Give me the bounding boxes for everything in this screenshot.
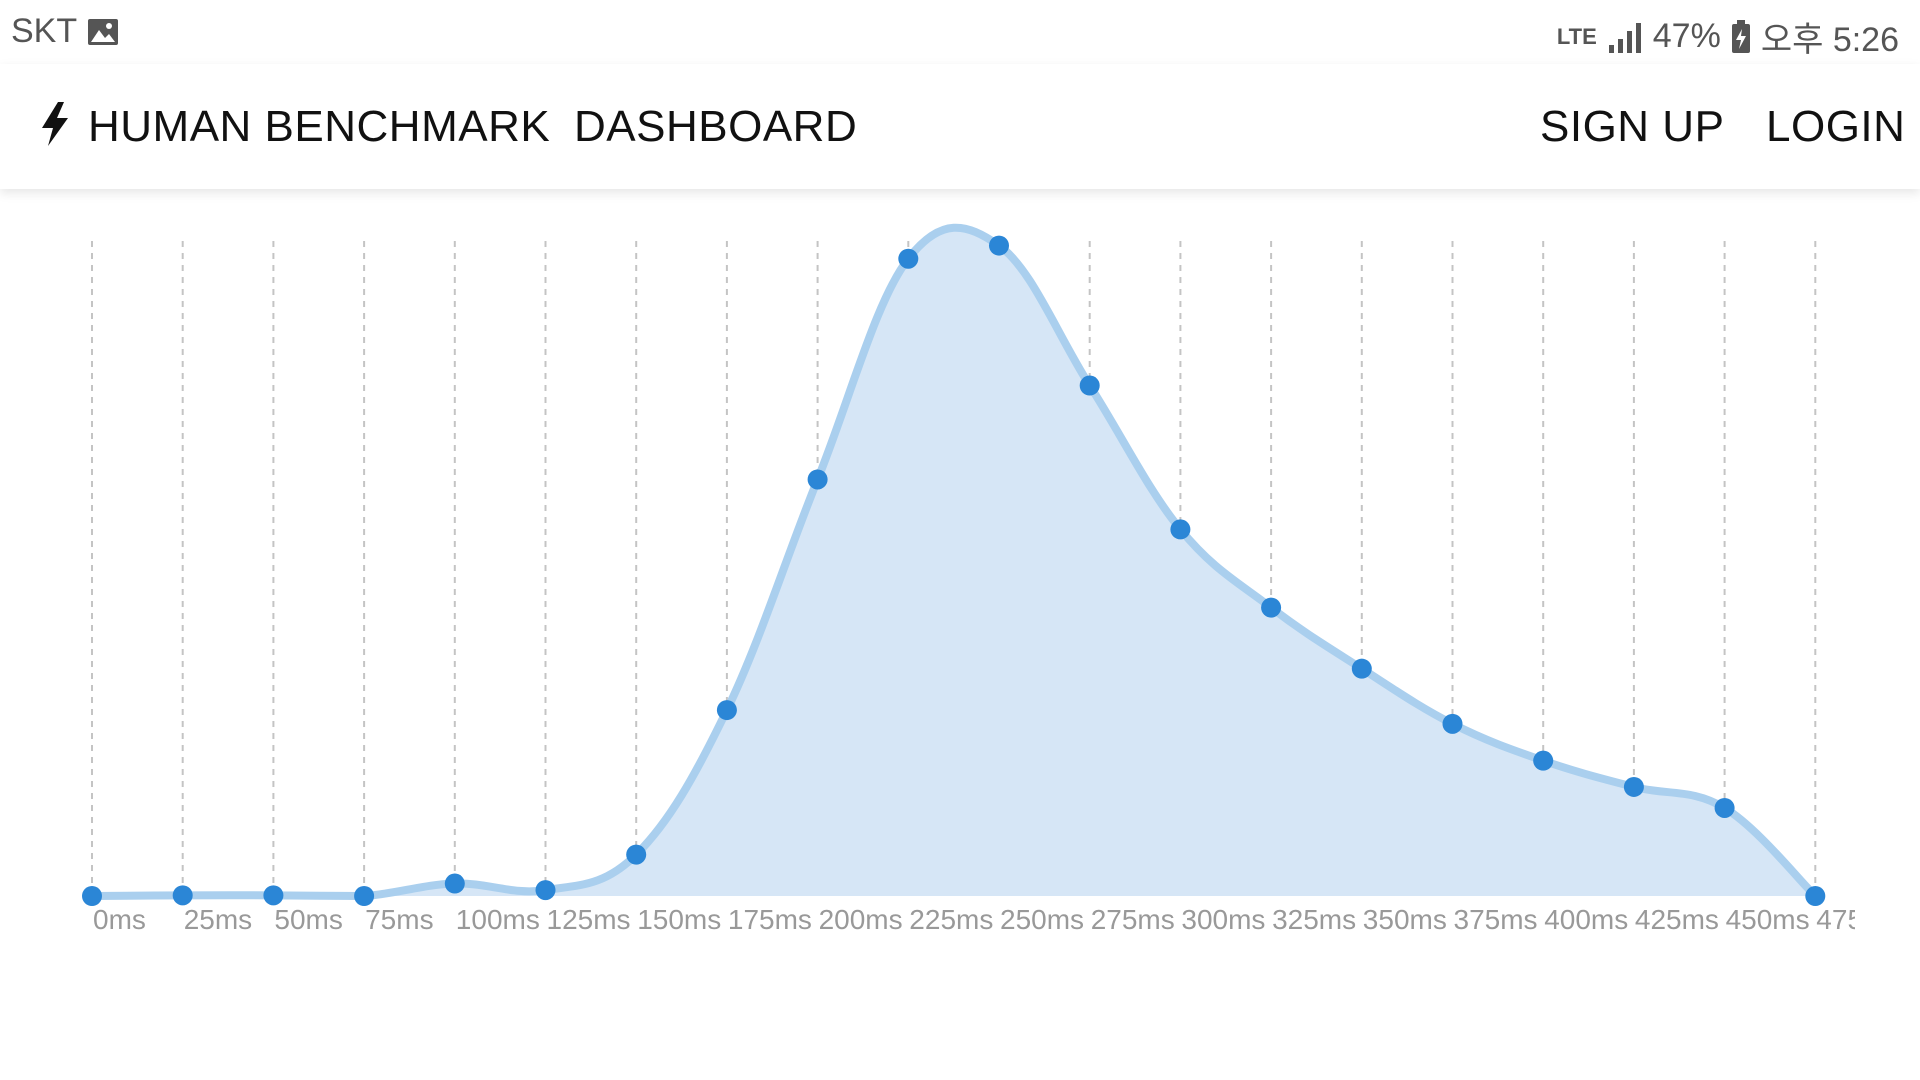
data-point-300ms[interactable] xyxy=(1170,519,1191,540)
data-point-350ms[interactable] xyxy=(1351,658,1372,679)
data-point-225ms[interactable] xyxy=(898,248,919,269)
data-point-425ms[interactable] xyxy=(1623,776,1644,797)
status-right: LTE 47% 오후 5:26 xyxy=(1557,12,1899,61)
brand-link[interactable]: HUMAN BENCHMARK xyxy=(38,64,550,189)
distribution-area xyxy=(92,227,1816,896)
data-point-0ms[interactable] xyxy=(82,886,102,906)
x-tick-label: 50ms xyxy=(274,904,342,935)
navbar: HUMAN BENCHMARK DASHBOARD SIGN UP LOGIN xyxy=(0,64,1920,189)
x-tick-label: 0ms xyxy=(93,904,146,935)
data-point-125ms[interactable] xyxy=(535,880,556,901)
x-tick-label: 225ms xyxy=(909,904,993,935)
x-tick-label: 450ms xyxy=(1726,904,1810,935)
data-point-325ms[interactable] xyxy=(1261,597,1282,618)
x-tick-label: 100ms xyxy=(456,904,540,935)
lightning-bolt-icon xyxy=(38,100,72,153)
x-tick-label: 325ms xyxy=(1272,904,1356,935)
distribution-line xyxy=(88,223,1820,901)
distribution-chart-svg: 0ms 25ms 50ms 75ms 100ms 125ms 150ms 175ms 200ms… xyxy=(82,223,1900,935)
x-tick-label: 200ms xyxy=(819,904,903,935)
sign-up-link[interactable]: SIGN UP xyxy=(1540,101,1725,151)
data-point-175ms[interactable] xyxy=(716,700,737,721)
data-point-250ms[interactable] xyxy=(989,235,1009,256)
data-point-400ms[interactable] xyxy=(1533,750,1554,771)
x-tick-label: 175ms xyxy=(728,904,812,935)
brand-label: HUMAN BENCHMARK xyxy=(88,101,551,151)
x-tick-label: 250ms xyxy=(1000,904,1084,935)
battery-icon xyxy=(1731,19,1751,54)
x-tick-label: 275ms xyxy=(1091,904,1175,935)
x-tick-label: 150ms xyxy=(637,904,721,935)
data-point-375ms[interactable] xyxy=(1442,713,1463,734)
x-tick-label: 375ms xyxy=(1454,904,1538,935)
lte-icon: LTE xyxy=(1556,23,1597,49)
gallery-icon xyxy=(87,18,119,46)
x-tick-label: 75ms xyxy=(365,904,433,935)
status-bar: SKT LTE 47% 오후 5:26 xyxy=(0,0,1920,64)
data-point-50ms[interactable] xyxy=(263,885,284,906)
clock: 오후 5:26 xyxy=(1760,21,1899,59)
data-points xyxy=(82,235,1826,906)
data-point-200ms[interactable] xyxy=(807,469,828,490)
x-tick-label: 400ms xyxy=(1544,904,1628,935)
carrier-label: SKT xyxy=(11,12,78,50)
x-tick-label: 125ms xyxy=(547,904,631,935)
status-left: SKT xyxy=(11,12,119,51)
x-tick-label: 350ms xyxy=(1363,904,1447,935)
battery-percent: 47% xyxy=(1652,17,1721,55)
data-point-450ms[interactable] xyxy=(1714,797,1735,818)
x-axis-ticks: 0ms 25ms 50ms 75ms 100ms 125ms 150ms 175ms 200ms… xyxy=(93,904,1900,935)
x-tick-label: 425ms xyxy=(1635,904,1719,935)
data-point-275ms[interactable] xyxy=(1079,375,1100,396)
login-link[interactable]: LOGIN xyxy=(1766,101,1906,151)
signal-icon xyxy=(1607,21,1643,53)
data-point-150ms[interactable] xyxy=(626,844,647,865)
reaction-time-chart: 0ms 25ms 50ms 75ms 100ms 125ms 150ms 175ms 200ms… xyxy=(0,189,1920,1080)
data-point-475ms[interactable] xyxy=(1805,886,1826,906)
data-point-100ms[interactable] xyxy=(444,873,465,894)
data-point-75ms[interactable] xyxy=(354,886,375,906)
x-tick-label: 300ms xyxy=(1181,904,1265,935)
x-tick-label: 475ms xyxy=(1816,904,1900,935)
dashboard-link[interactable]: DASHBOARD xyxy=(574,101,858,151)
data-point-25ms[interactable] xyxy=(172,885,193,906)
x-tick-label: 25ms xyxy=(184,904,252,935)
